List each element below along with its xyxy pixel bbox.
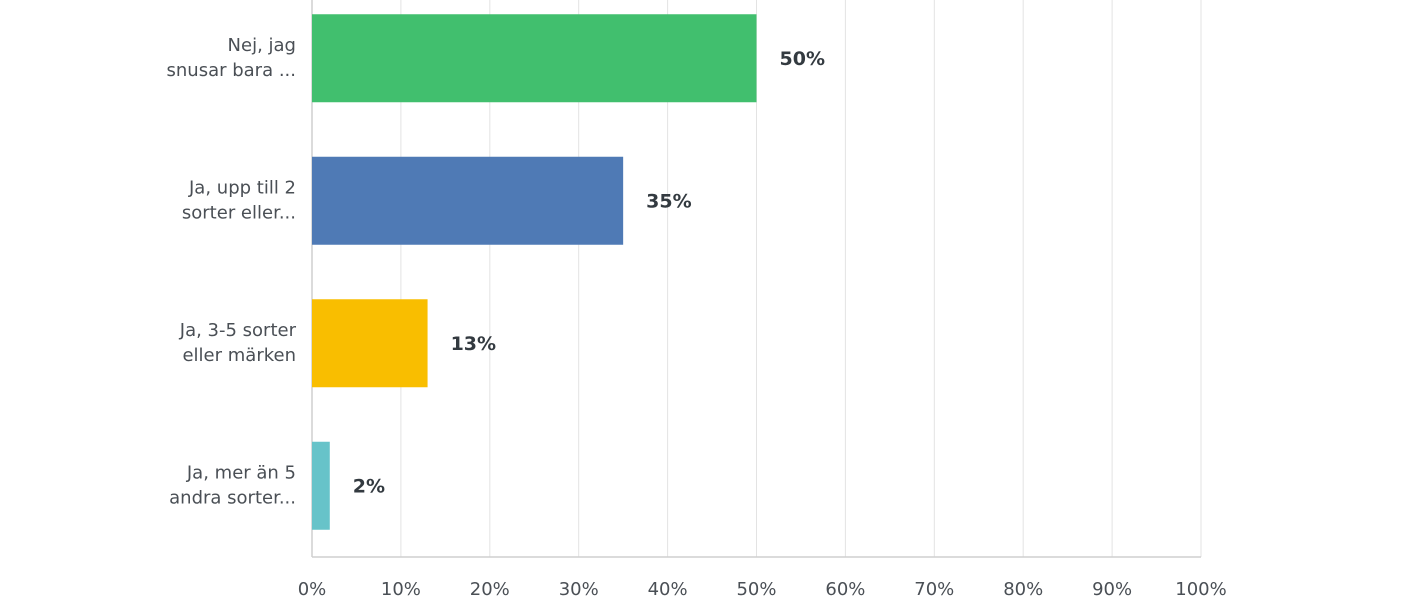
x-tick-label: 20% [470,579,510,600]
y-tick-label: Ja, upp till 2 [188,177,296,198]
value-label: 2% [353,475,385,497]
x-tick-label: 60% [825,579,865,600]
x-tick-label: 50% [736,579,776,600]
y-tick-label: eller märken [182,345,296,366]
value-label: 13% [451,333,496,355]
y-tick-label: Ja, mer än 5 [186,462,296,483]
value-label: 35% [646,190,691,212]
x-tick-label: 70% [914,579,954,600]
x-tick-label: 30% [559,579,599,600]
x-tick-label: 100% [1175,579,1226,600]
value-label: 50% [780,48,825,70]
y-tick-label: snusar bara ... [167,60,297,81]
y-tick-label: andra sorter... [169,487,296,508]
x-tick-label: 40% [648,579,688,600]
y-tick-label: Nej, jag [228,35,296,56]
bar [312,299,428,388]
x-tick-label: 10% [381,579,421,600]
bar [312,14,757,103]
x-tick-label: 90% [1092,579,1132,600]
y-tick-label: sorter eller... [182,202,296,223]
bar [312,156,624,245]
bar [312,441,330,530]
x-tick-label: 0% [298,579,327,600]
x-tick-label: 80% [1003,579,1043,600]
y-tick-label: Ja, 3-5 sorter [179,320,297,341]
